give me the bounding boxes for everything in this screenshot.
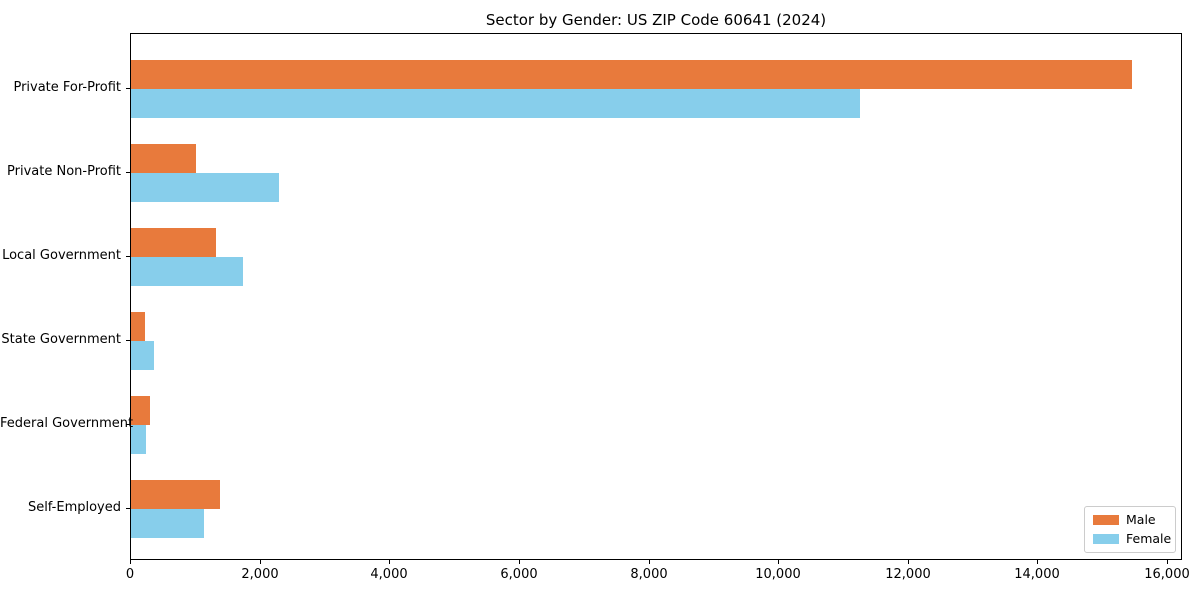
bar-male-state-government (131, 312, 145, 341)
xtick-mark-14000 (1037, 560, 1038, 564)
ytick-mark-federal-government (126, 424, 130, 425)
legend-swatch-male-icon (1093, 515, 1119, 525)
ytick-label-local-government: Local Government (2, 248, 121, 263)
bar-female-self-employed (131, 509, 204, 538)
xtick-label-6000: 6,000 (500, 567, 538, 582)
xtick-mark-0 (130, 560, 131, 564)
xtick-label-8000: 8,000 (630, 567, 668, 582)
ytick-mark-private-for-profit (126, 88, 130, 89)
ytick-mark-self-employed (126, 508, 130, 509)
bar-female-private-non-profit (131, 173, 279, 202)
xtick-mark-12000 (908, 560, 909, 564)
xtick-label-16000: 16,000 (1144, 567, 1190, 582)
xtick-label-14000: 14,000 (1014, 567, 1060, 582)
ytick-label-private-for-profit: Private For-Profit (13, 80, 121, 95)
xtick-mark-4000 (389, 560, 390, 564)
ytick-label-federal-government: Federal Government (0, 416, 134, 431)
xtick-label-4000: 4,000 (370, 567, 408, 582)
bar-female-federal-government (131, 425, 146, 454)
legend-item-male: Male (1093, 513, 1167, 527)
bar-male-self-employed (131, 480, 220, 509)
xtick-mark-10000 (778, 560, 779, 564)
xtick-label-10000: 10,000 (755, 567, 801, 582)
xtick-mark-8000 (649, 560, 650, 564)
legend-swatch-female-icon (1093, 534, 1119, 544)
ytick-label-private-non-profit: Private Non-Profit (7, 164, 121, 179)
xtick-label-0: 0 (125, 567, 135, 582)
ytick-label-self-employed: Self-Employed (27, 500, 121, 515)
xtick-label-2000: 2,000 (241, 567, 279, 582)
bar-male-local-government (131, 228, 216, 257)
bar-male-private-non-profit (131, 144, 196, 173)
ytick-mark-local-government (126, 256, 130, 257)
bar-female-private-for-profit (131, 89, 860, 118)
xtick-label-12000: 12,000 (885, 567, 931, 582)
ytick-label-state-government: State Government (1, 332, 121, 347)
legend-item-female: Female (1093, 532, 1171, 546)
bar-male-federal-government (131, 396, 150, 425)
legend: Male Female (1084, 506, 1176, 553)
xtick-mark-16000 (1167, 560, 1168, 564)
legend-label-female: Female (1126, 531, 1172, 546)
legend-label-male: Male (1126, 512, 1156, 527)
xtick-mark-6000 (519, 560, 520, 564)
chart-title: Sector by Gender: US ZIP Code 60641 (202… (485, 11, 827, 29)
plot-area (130, 33, 1182, 560)
xtick-mark-2000 (260, 560, 261, 564)
ytick-mark-state-government (126, 340, 130, 341)
bar-female-local-government (131, 257, 243, 286)
bar-female-state-government (131, 341, 154, 370)
ytick-mark-private-non-profit (126, 172, 130, 173)
bar-male-private-for-profit (131, 60, 1132, 89)
